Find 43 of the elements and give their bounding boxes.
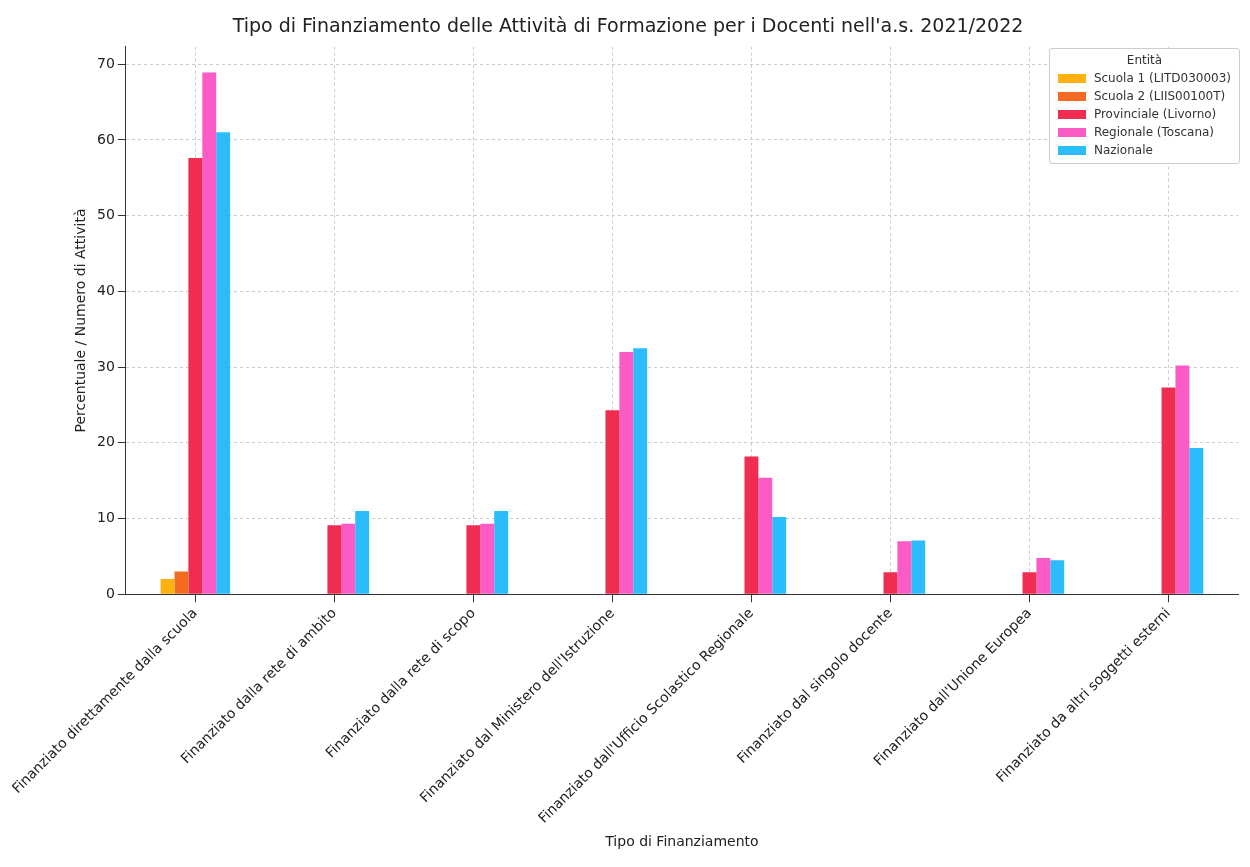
bar	[494, 510, 509, 594]
bar	[202, 72, 217, 594]
bar	[744, 456, 759, 594]
bar	[772, 517, 787, 594]
bar	[1022, 572, 1037, 594]
y-tick-label: 50	[97, 206, 115, 223]
bar	[897, 541, 912, 594]
y-tick-label: 10	[97, 509, 115, 526]
y-tick-label: 20	[97, 433, 115, 450]
y-tick-label: 30	[97, 357, 115, 374]
bar	[619, 351, 634, 594]
legend-label: Scuola 2 (LIIS00100T)	[1093, 88, 1226, 105]
bar	[883, 572, 898, 594]
bar	[160, 579, 175, 594]
bar	[355, 510, 370, 594]
bar	[758, 477, 773, 594]
bar	[1175, 365, 1190, 594]
y-tick-label: 70	[97, 54, 115, 71]
bar	[633, 348, 648, 594]
legend-label: Nazionale	[1093, 142, 1153, 159]
chart-title: Tipo di Finanziamento delle Attività di Formazione per i Docenti nell'a.s. 2021/2022	[231, 14, 1024, 37]
y-tick-label: 40	[97, 282, 115, 299]
bar	[174, 571, 189, 594]
y-tick-label: 60	[97, 130, 115, 147]
bar	[1050, 560, 1065, 594]
bar	[188, 158, 203, 594]
bar	[1036, 557, 1051, 594]
bar	[1189, 448, 1204, 594]
bar	[341, 523, 356, 594]
bar	[605, 410, 620, 594]
y-axis-title: Percentuale / Numero di Attività	[72, 208, 89, 433]
legend-label: Provinciale (Livorno)	[1093, 106, 1217, 123]
bar	[1161, 387, 1176, 594]
x-axis-title: Tipo di Finanziamento	[604, 833, 759, 850]
bar	[480, 523, 495, 594]
y-tick-label: 0	[105, 584, 115, 601]
bar	[216, 132, 231, 594]
legend-label: Scuola 1 (LITD030003)	[1093, 70, 1231, 87]
legend-label: Regionale (Toscana)	[1093, 124, 1215, 141]
bar	[466, 525, 481, 594]
bar	[327, 525, 342, 594]
bar	[911, 540, 926, 594]
legend-title: Entità	[1125, 53, 1164, 67]
